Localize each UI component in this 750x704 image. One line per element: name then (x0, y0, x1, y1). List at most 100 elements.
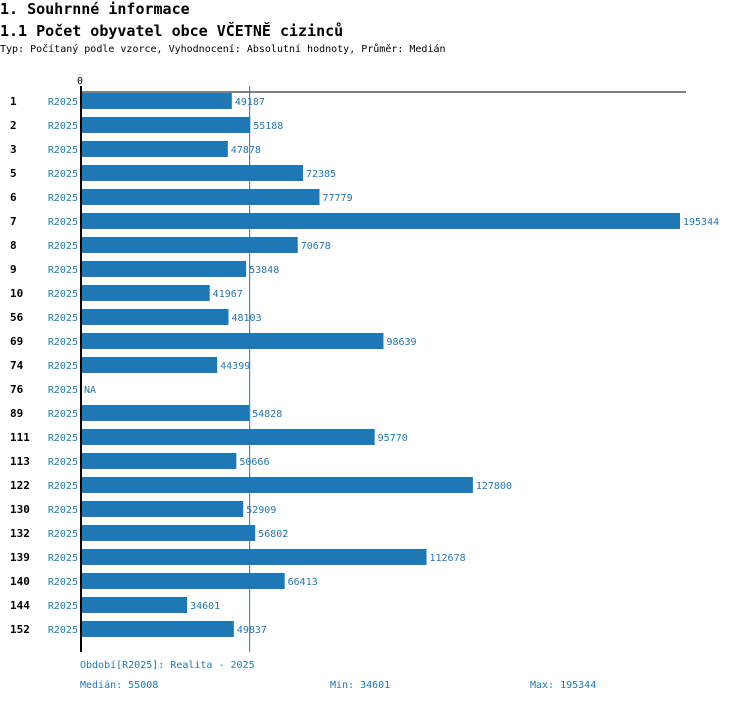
category-label: 130 (10, 503, 30, 516)
chart-title: 1.1 Počet obyvatel obce VČETNĚ cizinců (0, 22, 344, 40)
data-label: NA (84, 385, 96, 396)
bar (81, 213, 680, 229)
series-label: R2025 (48, 433, 78, 444)
series-label: R2025 (48, 193, 78, 204)
category-label: 1 (10, 95, 17, 108)
bar (81, 189, 320, 205)
median-summary: Medián: 55008 (80, 680, 159, 691)
data-label: 70678 (301, 241, 331, 252)
data-label: 52909 (246, 505, 276, 516)
category-label: 139 (10, 551, 30, 564)
data-label: 112678 (430, 553, 466, 564)
data-label: 95770 (378, 433, 408, 444)
bar (81, 117, 251, 133)
series-label: R2025 (48, 409, 78, 420)
bar (81, 93, 232, 109)
bar (81, 285, 210, 301)
data-label: 195344 (683, 217, 719, 228)
bar (81, 477, 473, 493)
data-label: 54828 (252, 409, 282, 420)
category-label: 113 (10, 455, 30, 468)
bar (81, 501, 244, 517)
bar (81, 165, 303, 181)
series-label: R2025 (48, 481, 78, 492)
series-label: R2025 (48, 241, 78, 252)
bar (81, 237, 298, 253)
series-label: R2025 (48, 601, 78, 612)
bar (81, 573, 285, 589)
bar (81, 357, 218, 373)
data-label: 53848 (249, 265, 279, 276)
series-label: R2025 (48, 337, 78, 348)
category-label: 5 (10, 167, 17, 180)
series-label: R2025 (48, 169, 78, 180)
bar (81, 525, 256, 541)
data-label: 44399 (220, 361, 250, 372)
bar (81, 597, 188, 613)
bar (81, 405, 250, 421)
series-label: R2025 (48, 505, 78, 516)
x-tick-label: 0 (77, 76, 83, 87)
data-label: 66413 (288, 577, 318, 588)
max-summary: Max: 195344 (530, 680, 597, 691)
bar (81, 309, 229, 325)
series-label: R2025 (48, 529, 78, 540)
series-label: R2025 (48, 145, 78, 156)
category-label: 132 (10, 527, 30, 540)
category-label: 10 (10, 287, 23, 300)
data-label: 50666 (239, 457, 269, 468)
category-label: 8 (10, 239, 17, 252)
data-label: 48103 (232, 313, 262, 324)
category-label: 144 (10, 599, 30, 612)
chart-info: Typ: Počítaný podle vzorce, Vyhodnocení:… (0, 44, 446, 55)
category-label: 140 (10, 575, 30, 588)
data-label: 127800 (476, 481, 512, 492)
data-label: 98639 (386, 337, 416, 348)
category-label: 152 (10, 623, 30, 636)
bar (81, 141, 228, 157)
category-label: 74 (10, 359, 24, 372)
data-label: 55188 (253, 121, 283, 132)
series-label: R2025 (48, 361, 78, 372)
data-label: 49837 (237, 625, 267, 636)
category-label: 111 (10, 431, 30, 444)
series-label: R2025 (48, 289, 78, 300)
data-label: 41967 (213, 289, 243, 300)
series-label: R2025 (48, 121, 78, 132)
bar (81, 333, 384, 349)
bar (81, 549, 427, 565)
category-label: 7 (10, 215, 17, 228)
data-label: 34601 (190, 601, 220, 612)
bar (81, 621, 234, 637)
bar (81, 429, 375, 445)
data-label: 47878 (231, 145, 261, 156)
section-title: 1. Souhrnné informace (0, 0, 190, 18)
category-label: 69 (10, 335, 23, 348)
category-label: 9 (10, 263, 17, 276)
category-label: 6 (10, 191, 17, 204)
bar (81, 261, 247, 277)
series-label: R2025 (48, 457, 78, 468)
series-label: R2025 (48, 625, 78, 636)
category-label: 2 (10, 119, 17, 132)
period-legend: Období[R2025]: Realita - 2025 (80, 660, 255, 671)
series-label: R2025 (48, 265, 78, 276)
min-summary: Min: 34601 (330, 680, 391, 691)
category-label: 89 (10, 407, 23, 420)
series-label: R2025 (48, 385, 78, 396)
bar (81, 453, 237, 469)
series-label: R2025 (48, 577, 78, 588)
category-label: 56 (10, 311, 24, 324)
data-label: 56802 (258, 529, 288, 540)
series-label: R2025 (48, 97, 78, 108)
category-label: 122 (10, 479, 30, 492)
data-label: 49187 (235, 97, 265, 108)
data-label: 72385 (306, 169, 336, 180)
series-label: R2025 (48, 217, 78, 228)
series-label: R2025 (48, 313, 78, 324)
category-label: 76 (10, 383, 24, 396)
data-label: 77779 (323, 193, 353, 204)
series-label: R2025 (48, 553, 78, 564)
category-label: 3 (10, 143, 17, 156)
